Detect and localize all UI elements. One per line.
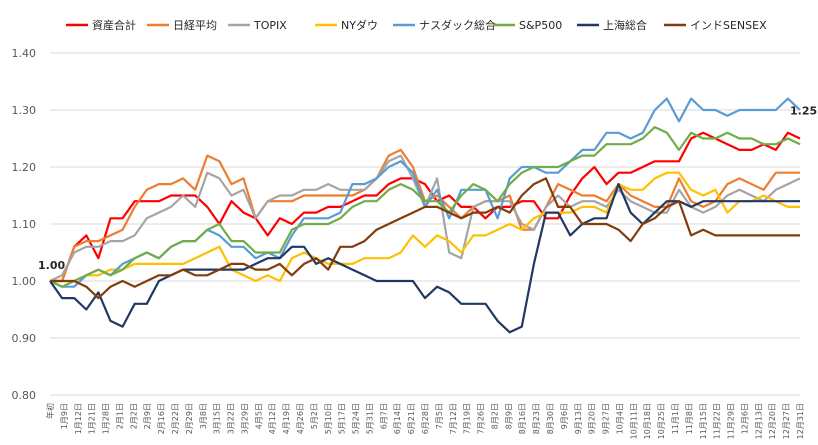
- y-tick-label: 1.40: [12, 47, 37, 60]
- y-tick-label: 1.00: [12, 275, 37, 288]
- y-tick-label: 0.90: [12, 332, 37, 345]
- y-axis: 0.80 0.90 1.00 1.10 1.20 1.30 1.40: [12, 47, 37, 402]
- x-tick-label: 8月16日: [518, 403, 527, 434]
- x-tick-label: 8月9日: [504, 403, 513, 429]
- x-tick-label: 4月5日: [254, 403, 263, 429]
- legend-label-0: 資産合計: [92, 18, 136, 32]
- x-tick-label: 6月28日: [421, 403, 430, 434]
- x-tick-label: 3月29日: [240, 403, 249, 434]
- y-tick-label: 0.80: [12, 389, 37, 402]
- x-tick-label: 6月7日: [379, 403, 388, 429]
- x-tick-label: 4月19日: [282, 403, 291, 434]
- x-tick-label: 年初: [45, 403, 55, 419]
- x-tick-label: 5月31日: [365, 403, 374, 434]
- y-tick-label: 1.10: [12, 218, 37, 231]
- x-axis: 年初 1月9日 1月12日 1月21日 1月28日 2月1日 2月2日 2月9日 2月16日 2月…: [45, 403, 805, 439]
- x-tick-label: 9月27日: [602, 403, 611, 434]
- x-tick-label: 10月25日: [657, 403, 666, 439]
- x-tick-label: 5月17日: [338, 403, 347, 434]
- series-line-1: [50, 148, 800, 283]
- x-tick-label: 1月21日: [88, 403, 97, 434]
- x-tick-label: 2月22日: [171, 403, 180, 434]
- series-line-3: [50, 171, 800, 283]
- gridlines: [50, 52, 800, 396]
- x-tick-label: 7月12日: [449, 403, 458, 434]
- x-tick-label: 10月4日: [615, 403, 624, 434]
- series-line-7: [50, 177, 800, 300]
- x-tick-label: 9月20日: [588, 403, 597, 434]
- x-tick-label: 2月2日: [129, 403, 138, 429]
- x-tick-label: 3月22日: [227, 403, 236, 434]
- x-tick-label: 12月20日: [768, 403, 777, 439]
- series-lines: [49, 97, 801, 334]
- x-tick-label: 4月12日: [268, 403, 277, 434]
- x-tick-label: 3月8日: [199, 403, 208, 429]
- x-tick-label: 11月22日: [713, 403, 722, 439]
- series-line-5: [49, 125, 801, 288]
- legend-label-1: 日経平均: [173, 19, 217, 32]
- x-tick-label: 2月29日: [185, 403, 194, 434]
- x-tick-label: 5月24日: [352, 403, 361, 434]
- x-tick-label: 11月15日: [699, 403, 708, 439]
- x-tick-label: 10月18日: [643, 403, 652, 439]
- x-tick-label: 5月10日: [324, 403, 333, 434]
- x-tick-label: 2月9日: [143, 403, 152, 429]
- x-tick-label: 7月26日: [477, 403, 486, 434]
- legend-label-3: NYダウ: [341, 18, 378, 32]
- x-tick-label: 2月1日: [115, 403, 124, 429]
- legend-label-7: インドSENSEX: [690, 19, 767, 32]
- x-tick-label: 12月27日: [782, 403, 791, 439]
- legend-label-6: 上海総合: [603, 18, 647, 32]
- y-tick-label: 1.20: [12, 161, 37, 174]
- legend-label-5: S&P500: [519, 19, 562, 32]
- x-tick-label: 7月19日: [463, 403, 472, 434]
- series-line-0: [50, 131, 801, 283]
- x-tick-label: 12月13日: [754, 403, 763, 439]
- x-tick-label: 6月14日: [393, 403, 402, 434]
- x-tick-label: 8月2日: [490, 403, 499, 429]
- legend: 資産合計 日経平均 TOPIX NYダウ ナスダック総合 S&P500 上海総合 インドSEN…: [66, 18, 767, 32]
- x-tick-label: 8月23日: [532, 403, 541, 434]
- x-tick-label: 6月21日: [407, 403, 416, 434]
- data-label-1: 1.25: [790, 105, 817, 118]
- x-tick-label: 3月15日: [213, 403, 222, 434]
- x-tick-label: 11月1日: [671, 403, 680, 434]
- x-tick-label: 4月26日: [296, 403, 305, 434]
- x-tick-label: 12月6日: [740, 403, 749, 434]
- x-tick-label: 9月13日: [574, 403, 583, 434]
- x-tick-label: 1月9日: [60, 403, 69, 429]
- x-tick-label: 1月28日: [102, 403, 111, 434]
- x-tick-label: 11月8日: [685, 403, 694, 434]
- x-tick-label: 11月29日: [727, 403, 736, 439]
- legend-label-4: ナスダック総合: [419, 18, 496, 32]
- data-label-0: 1.00: [38, 259, 65, 272]
- legend-label-2: TOPIX: [253, 19, 287, 32]
- y-tick-label: 1.30: [12, 104, 37, 117]
- x-tick-label: 1月12日: [74, 403, 83, 434]
- annotations: 1.00 1.25: [38, 105, 817, 273]
- series-line-2: [49, 154, 801, 282]
- x-tick-label: 10月11日: [629, 403, 638, 439]
- x-tick-label: 5月2日: [310, 403, 319, 429]
- x-tick-label: 8月30日: [546, 403, 555, 434]
- x-tick-label: 9月6日: [560, 403, 569, 429]
- x-tick-label: 7月5日: [435, 403, 444, 429]
- x-tick-label: 2月16日: [157, 403, 166, 434]
- x-tick-label: 12月31日: [796, 403, 805, 439]
